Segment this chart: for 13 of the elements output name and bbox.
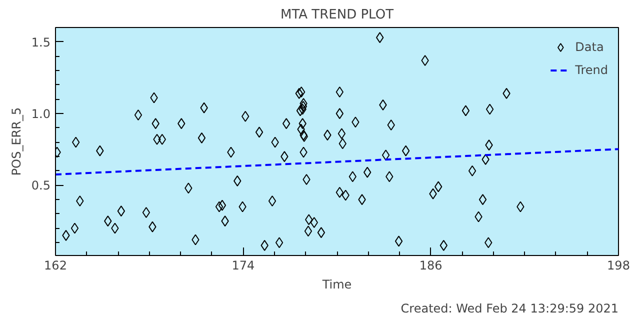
- chart-title: MTA TREND PLOT: [280, 8, 394, 22]
- y-axis-title: POS_ERR_5: [9, 107, 24, 176]
- text: Created: Wed Feb 24 13:29:59 2021: [400, 302, 618, 316]
- legend-label: Data: [575, 40, 604, 54]
- y-tick-label: 0.5: [31, 178, 51, 193]
- legend-label: Trend: [575, 63, 608, 77]
- x-tick-label: 186: [419, 258, 442, 272]
- x-tick-label: 162: [44, 258, 67, 272]
- x-tick-label: 174: [232, 258, 255, 272]
- x-tick-label: 198: [607, 258, 630, 272]
- x-axis-title: Time: [321, 278, 352, 292]
- y-tick-label: 1.5: [31, 35, 51, 50]
- y-tick-label: 1.0: [31, 107, 51, 122]
